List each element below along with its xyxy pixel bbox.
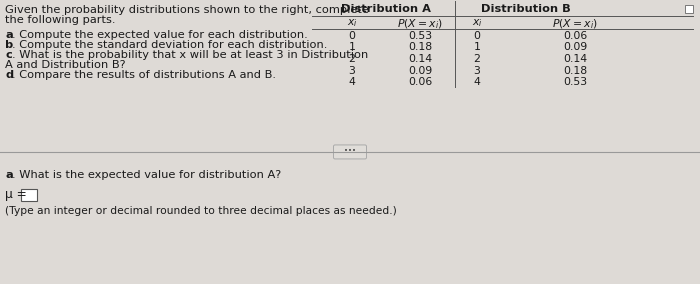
Text: A and Distribution B?: A and Distribution B? [5,60,125,70]
Text: 0: 0 [349,31,356,41]
Text: 0.14: 0.14 [563,54,587,64]
FancyBboxPatch shape [333,145,367,159]
Text: 0.18: 0.18 [563,66,587,76]
Text: a: a [5,170,13,180]
Text: . Compute the standard deviation for each distribution.: . Compute the standard deviation for eac… [11,40,327,50]
Text: c: c [5,50,12,60]
Text: $P(X = x_i)$: $P(X = x_i)$ [397,17,443,31]
Text: a: a [5,30,13,40]
Text: (Type an integer or decimal rounded to three decimal places as needed.): (Type an integer or decimal rounded to t… [5,206,397,216]
Text: b: b [5,40,13,50]
Text: μ =: μ = [5,188,27,201]
Text: 0.53: 0.53 [563,77,587,87]
Text: $P(X = x_i)$: $P(X = x_i)$ [552,17,598,31]
Text: Given the probability distributions shown to the right, complete: Given the probability distributions show… [5,5,369,15]
Text: . What is the probability that x will be at least 3 in Distribution: . What is the probability that x will be… [11,50,368,60]
Text: 0.06: 0.06 [408,77,432,87]
Text: . Compare the results of distributions A and B.: . Compare the results of distributions A… [11,70,276,80]
Text: Distribution A: Distribution A [341,4,431,14]
Text: 0.06: 0.06 [563,31,587,41]
Text: 4: 4 [474,77,480,87]
Text: 4: 4 [349,77,356,87]
Text: 3: 3 [349,66,356,76]
Text: •••: ••• [344,149,356,154]
Text: 2: 2 [349,54,356,64]
Text: 0.09: 0.09 [563,43,587,53]
Text: 1: 1 [349,43,356,53]
Text: d: d [5,70,13,80]
Text: . What is the expected value for distribution A?: . What is the expected value for distrib… [11,170,281,180]
Bar [685,5,693,13]
Text: the following parts.: the following parts. [5,15,116,25]
Text: . Compute the expected value for each distribution.: . Compute the expected value for each di… [11,30,307,40]
Text: 0.53: 0.53 [408,31,432,41]
Text: 0.14: 0.14 [408,54,432,64]
Text: Distribution B: Distribution B [481,4,571,14]
Text: 0.18: 0.18 [408,43,432,53]
Text: 0: 0 [473,31,480,41]
Bar [21,189,37,201]
Text: $x_i$: $x_i$ [346,17,358,29]
Text: 2: 2 [474,54,480,64]
Text: 3: 3 [474,66,480,76]
Text: 1: 1 [474,43,480,53]
Text: 0.09: 0.09 [408,66,432,76]
Text: $x_i$: $x_i$ [472,17,482,29]
